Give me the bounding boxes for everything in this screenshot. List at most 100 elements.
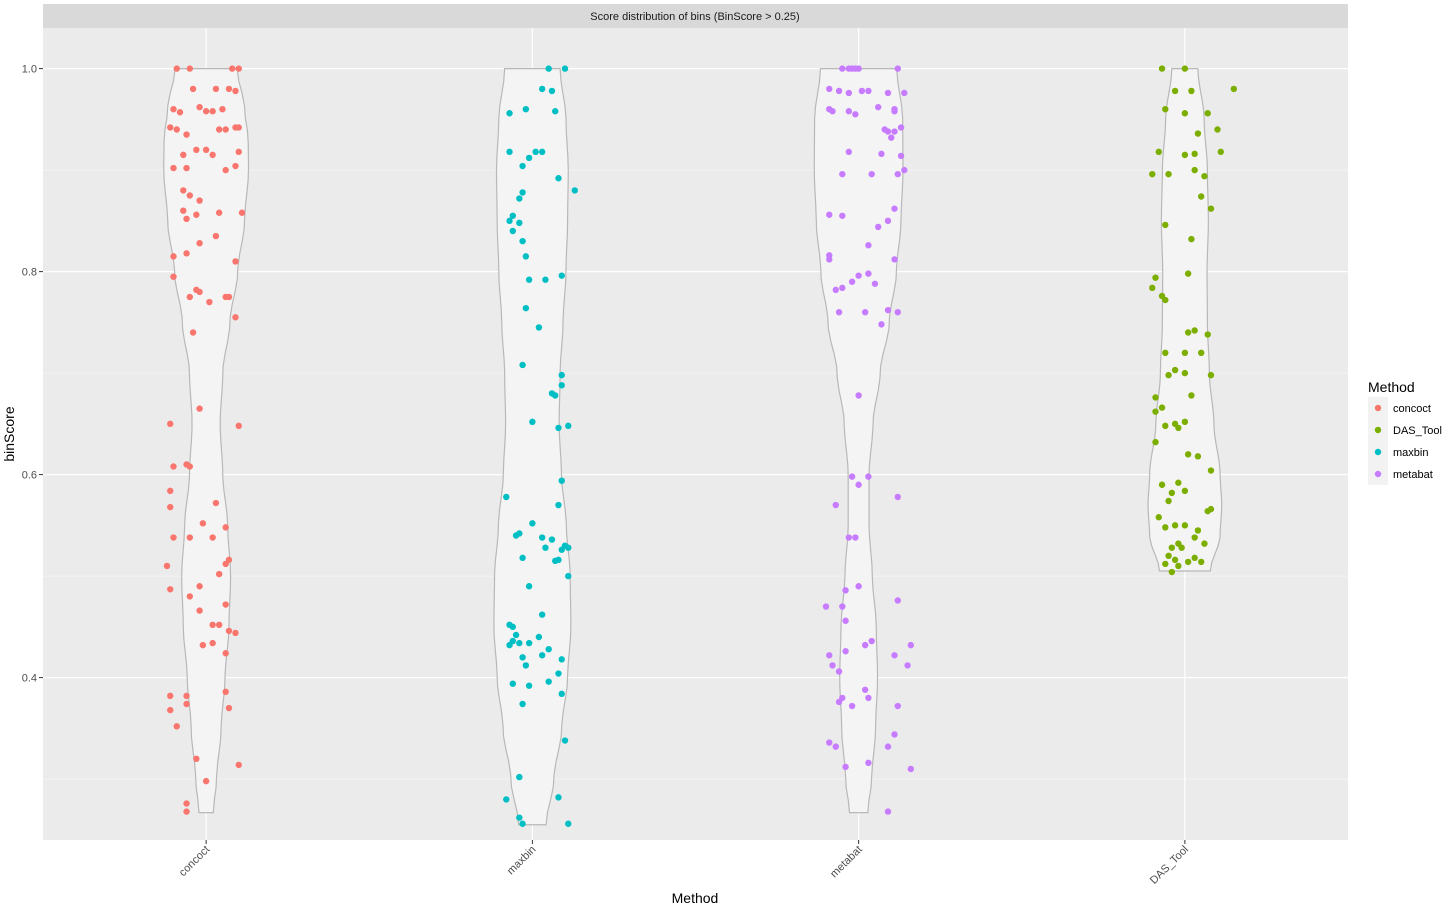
- data-point-DAS_Tool: [1175, 479, 1182, 486]
- data-point-metabat: [884, 128, 892, 135]
- data-point-metabat: [845, 534, 853, 541]
- data-point-maxbin: [509, 680, 516, 687]
- data-point-concoct: [222, 601, 229, 608]
- data-point-metabat: [845, 108, 853, 115]
- data-point-maxbin: [512, 532, 520, 539]
- data-point-concoct: [232, 258, 239, 265]
- data-point-maxbin: [516, 639, 523, 647]
- data-point-maxbin: [519, 162, 526, 170]
- legend-key-concoct: [1374, 404, 1382, 412]
- data-point-maxbin: [552, 108, 559, 115]
- data-point-concoct: [232, 314, 239, 321]
- data-point-concoct: [186, 192, 194, 199]
- data-point-DAS_Tool: [1168, 544, 1176, 551]
- data-point-concoct: [167, 503, 174, 511]
- data-point-metabat: [868, 170, 875, 178]
- data-point-concoct: [167, 420, 174, 428]
- data-point-concoct: [235, 422, 242, 430]
- data-point-concoct: [183, 131, 190, 138]
- data-point-maxbin: [509, 623, 516, 631]
- data-point-metabat: [875, 103, 882, 111]
- data-point-maxbin: [552, 557, 559, 565]
- data-point-DAS_Tool: [1149, 284, 1156, 292]
- data-point-maxbin: [555, 501, 562, 509]
- data-point-metabat: [884, 89, 892, 97]
- data-point-maxbin: [525, 583, 533, 590]
- data-point-concoct: [209, 108, 216, 115]
- data-point-concoct: [186, 293, 194, 301]
- data-point-DAS_Tool: [1168, 568, 1176, 576]
- data-point-concoct: [186, 534, 194, 541]
- data-point-maxbin: [571, 187, 578, 194]
- data-point-concoct: [222, 524, 229, 531]
- data-point-concoct: [196, 583, 203, 590]
- data-point-metabat: [894, 65, 901, 72]
- data-point-maxbin: [525, 154, 533, 162]
- data-point-concoct: [222, 560, 229, 568]
- data-point-metabat: [822, 603, 830, 610]
- data-point-DAS_Tool: [1184, 329, 1192, 336]
- data-point-concoct: [225, 704, 233, 712]
- data-point-metabat: [832, 501, 839, 509]
- data-point-concoct: [170, 534, 177, 541]
- data-point-concoct: [173, 65, 180, 72]
- data-point-metabat: [865, 87, 872, 95]
- data-point-maxbin: [545, 645, 552, 653]
- data-point-metabat: [855, 583, 862, 590]
- x-tick-label: maxbin: [505, 844, 539, 878]
- data-point-metabat: [888, 134, 895, 141]
- data-point-concoct: [170, 164, 177, 172]
- data-point-DAS_Tool: [1152, 274, 1159, 281]
- data-point-metabat: [832, 286, 839, 294]
- data-point-DAS_Tool: [1201, 540, 1208, 547]
- data-point-maxbin: [522, 662, 530, 669]
- data-point-metabat: [865, 242, 872, 249]
- data-point-DAS_Tool: [1155, 514, 1162, 521]
- data-point-DAS_Tool: [1204, 507, 1211, 515]
- data-point-metabat: [848, 278, 856, 285]
- data-point-DAS_Tool: [1230, 85, 1238, 93]
- data-point-concoct: [170, 273, 177, 280]
- data-point-metabat: [884, 217, 892, 225]
- data-point-metabat: [884, 306, 892, 314]
- data-point-maxbin: [506, 641, 513, 649]
- data-point-metabat: [907, 765, 915, 773]
- data-point-DAS_Tool: [1162, 221, 1169, 229]
- data-point-metabat: [861, 641, 869, 649]
- data-point-metabat: [839, 603, 846, 610]
- data-point-maxbin: [516, 773, 523, 781]
- data-point-metabat: [839, 284, 846, 292]
- data-point-maxbin: [519, 189, 526, 196]
- legend-key-maxbin: [1374, 448, 1382, 456]
- data-point-DAS_Tool: [1194, 527, 1202, 534]
- data-point-concoct: [180, 207, 187, 214]
- data-point-DAS_Tool: [1155, 148, 1162, 156]
- data-point-DAS_Tool: [1197, 349, 1205, 356]
- data-point-concoct: [222, 650, 229, 657]
- data-point-metabat: [845, 65, 853, 72]
- data-point-concoct: [222, 166, 229, 174]
- data-point-concoct: [212, 499, 220, 507]
- data-point-concoct: [196, 239, 203, 247]
- data-point-maxbin: [558, 272, 565, 279]
- data-point-concoct: [229, 65, 236, 72]
- data-point-maxbin: [558, 656, 565, 663]
- data-point-concoct: [167, 586, 174, 593]
- data-point-metabat: [884, 743, 892, 750]
- data-point-DAS_Tool: [1162, 349, 1169, 356]
- data-point-maxbin: [522, 253, 530, 260]
- data-point-DAS_Tool: [1181, 418, 1189, 426]
- data-point-DAS_Tool: [1165, 552, 1172, 559]
- data-point-concoct: [222, 126, 229, 133]
- data-point-maxbin: [561, 737, 569, 744]
- data-point-maxbin: [506, 148, 513, 156]
- data-point-concoct: [209, 534, 216, 541]
- data-point-maxbin: [519, 237, 526, 245]
- data-point-metabat: [855, 392, 862, 399]
- data-point-maxbin: [558, 371, 565, 379]
- data-point-maxbin: [565, 422, 572, 430]
- data-point-DAS_Tool: [1165, 371, 1172, 379]
- legend-label-maxbin: maxbin: [1393, 447, 1428, 459]
